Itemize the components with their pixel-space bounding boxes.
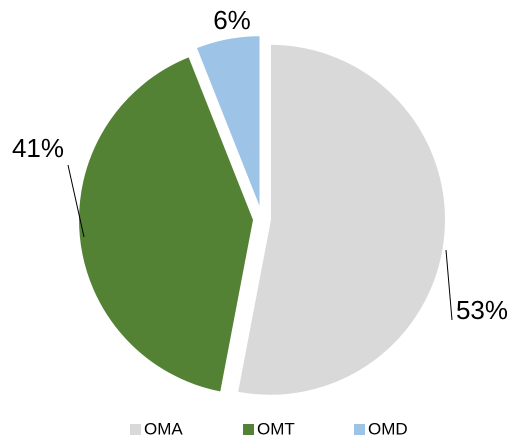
legend-swatch	[354, 424, 365, 435]
legend-swatch	[130, 424, 141, 435]
leader-line	[445, 249, 453, 321]
data-label: 41%	[12, 133, 64, 163]
pie-slice	[77, 54, 256, 394]
legend-label: OMD	[368, 419, 408, 438]
data-label: 6%	[213, 5, 251, 35]
leader-line	[67, 164, 85, 238]
legend-swatch	[243, 424, 254, 435]
data-label: 53%	[456, 295, 508, 325]
legend-label: OMA	[144, 419, 183, 438]
legend-label: OMT	[257, 419, 295, 438]
pie-slice	[194, 34, 262, 212]
pie-slice	[235, 42, 447, 397]
